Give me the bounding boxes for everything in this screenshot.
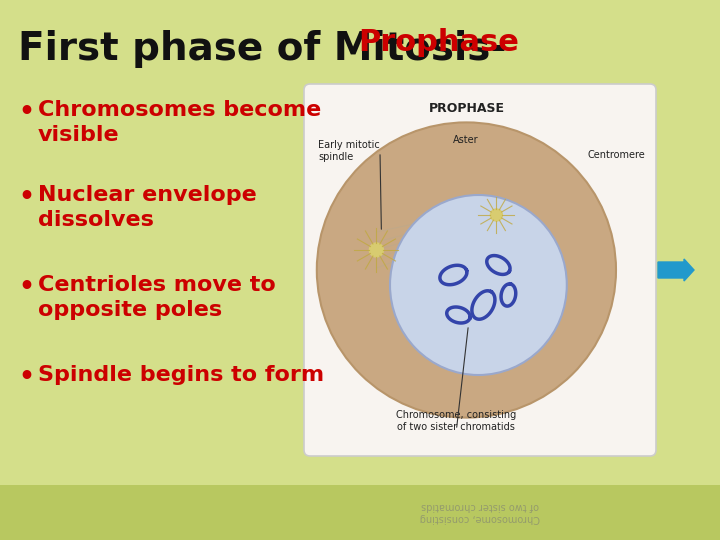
Text: •: •	[18, 365, 34, 389]
Text: First phase of Mitosis-: First phase of Mitosis-	[18, 30, 506, 68]
Text: Centromere: Centromere	[588, 150, 645, 160]
FancyArrow shape	[658, 259, 694, 281]
Text: Chromosome, consisting
of two sister chromatids: Chromosome, consisting of two sister chr…	[420, 501, 540, 523]
Text: Early mitotic
spindle: Early mitotic spindle	[318, 140, 379, 161]
Text: Chromosome, consisting
of two sister chromatids: Chromosome, consisting of two sister chr…	[396, 410, 516, 432]
Text: Prophase: Prophase	[358, 28, 519, 57]
Text: Aster: Aster	[453, 135, 478, 145]
Text: Nuclear envelope
dissolves: Nuclear envelope dissolves	[38, 185, 257, 230]
Text: Centrioles move to
opposite poles: Centrioles move to opposite poles	[38, 275, 276, 320]
Text: PROPHASE: PROPHASE	[428, 102, 505, 115]
Text: •: •	[18, 185, 34, 209]
Ellipse shape	[390, 195, 567, 375]
Bar	[0, 485, 720, 540]
Circle shape	[369, 243, 384, 257]
Text: •: •	[18, 275, 34, 299]
Ellipse shape	[317, 123, 616, 417]
Text: Spindle begins to form: Spindle begins to form	[38, 365, 324, 385]
Text: •: •	[18, 100, 34, 124]
FancyBboxPatch shape	[304, 84, 656, 456]
Circle shape	[490, 209, 503, 221]
Text: Chromosomes become
visible: Chromosomes become visible	[38, 100, 321, 145]
